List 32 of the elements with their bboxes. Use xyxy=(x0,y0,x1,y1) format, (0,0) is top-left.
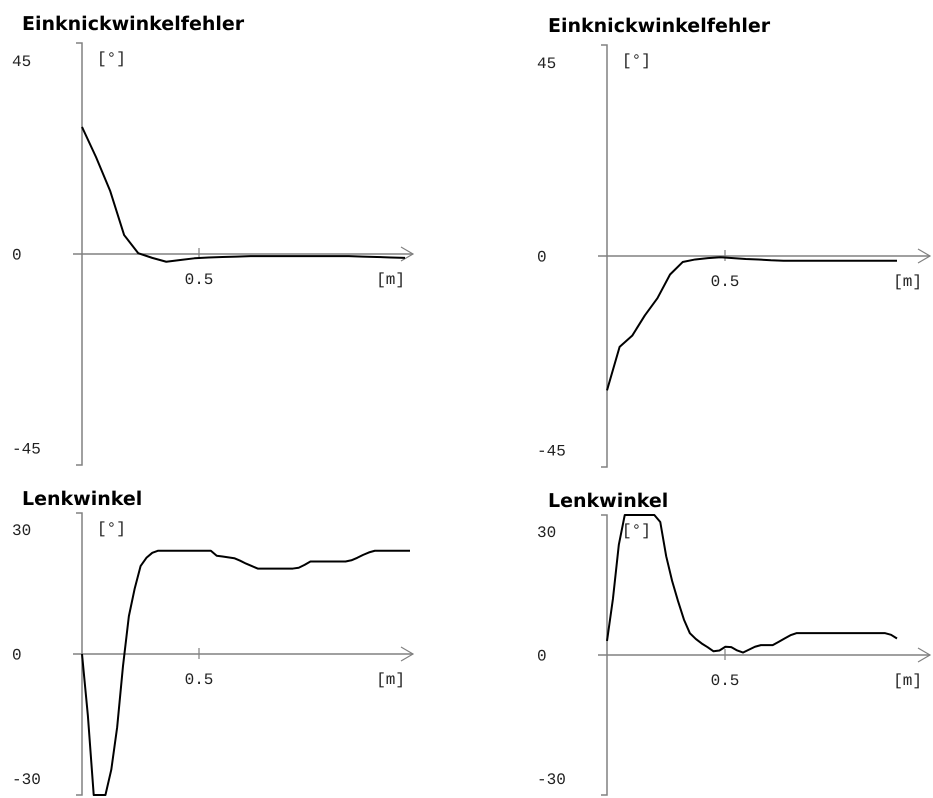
annotation: 0.5 xyxy=(184,671,214,689)
annotation: 0.5 xyxy=(710,273,740,291)
y-tick-label: -30 xyxy=(537,771,566,790)
y-tick-label: 30 xyxy=(12,522,32,540)
annotation: 0.5 xyxy=(184,271,214,289)
x-axis-title: [m] xyxy=(376,671,405,689)
chart-title: Lenkwinkel xyxy=(548,490,668,512)
y-tick-label: -45 xyxy=(537,442,566,460)
y-tick-label: -30 xyxy=(12,771,41,790)
x-axis-title: [m] xyxy=(893,273,922,291)
y-tick-label: -45 xyxy=(12,440,41,458)
y-tick-label: 45 xyxy=(537,54,556,73)
y-tick-label: 0 xyxy=(12,646,22,665)
x-axis-title: [m] xyxy=(376,271,405,289)
y-axis-title: [°] xyxy=(622,522,651,540)
line-series xyxy=(606,256,898,392)
line-series xyxy=(81,126,406,263)
y-tick-label: 0 xyxy=(12,246,22,265)
y-tick-label: 30 xyxy=(537,524,556,542)
line-series xyxy=(81,550,411,796)
x-axis-title: [m] xyxy=(893,672,922,690)
y-axis-title: [°] xyxy=(622,52,651,70)
y-axis-title: [°] xyxy=(97,520,126,538)
chart-title: Einknickwinkelfehler xyxy=(548,15,771,37)
annotation: 0.5 xyxy=(710,672,740,690)
line-series xyxy=(606,514,898,654)
y-tick-label: 45 xyxy=(12,52,32,71)
chart-title: Einknickwinkelfehler xyxy=(22,13,245,35)
y-tick-label: 0 xyxy=(537,648,547,666)
chart-title: Lenkwinkel xyxy=(22,488,142,510)
y-tick-label: 0 xyxy=(537,248,547,267)
y-axis-title: [°] xyxy=(97,50,126,68)
